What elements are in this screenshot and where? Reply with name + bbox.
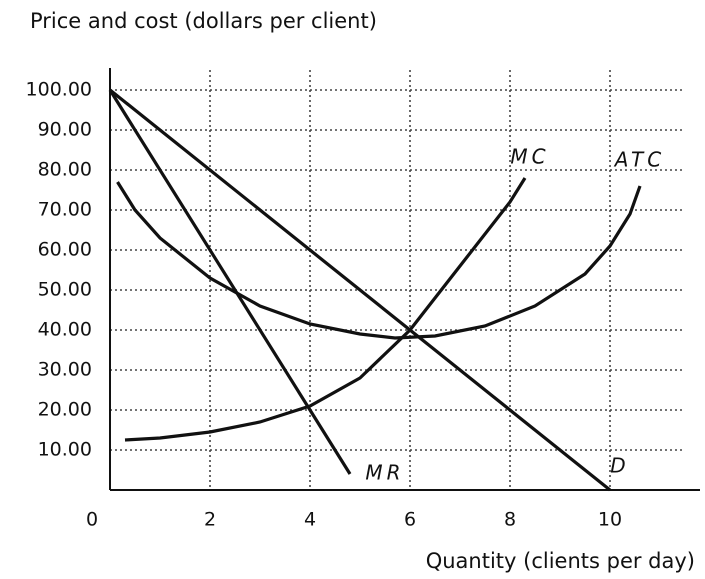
y-tick-label: 40.00 <box>38 319 92 341</box>
curve-label: MC <box>510 145 549 169</box>
y-tick-label: 100.00 <box>26 79 92 101</box>
curve-label: MR <box>365 461 404 485</box>
y-tick-label: 70.00 <box>38 199 92 221</box>
y-tick-label: 10.00 <box>38 439 92 461</box>
x-tick-label: 6 <box>404 509 416 531</box>
curve <box>124 177 527 442</box>
y-tick-label: 90.00 <box>38 119 92 141</box>
y-tick-label: 80.00 <box>38 159 92 181</box>
y-tick-label: 60.00 <box>38 239 92 261</box>
x-tick-label: 4 <box>304 509 316 531</box>
y-tick-label: 30.00 <box>38 359 92 381</box>
y-tick-label: 20.00 <box>38 399 92 421</box>
x-tick-label: 2 <box>204 509 216 531</box>
curve <box>108 89 352 475</box>
y-tick-label: 50.00 <box>38 279 92 301</box>
curve-label: D <box>610 454 629 478</box>
curve <box>109 88 611 492</box>
x-tick-label: 10 <box>598 509 622 531</box>
curve <box>116 181 642 340</box>
x-axis-title: Quantity (clients per day) <box>426 549 695 573</box>
y-axis-title: Price and cost (dollars per client) <box>30 9 377 33</box>
x-tick-label: 8 <box>504 509 516 531</box>
curve-label: ATC <box>613 148 665 172</box>
x-tick-label: 0 <box>86 509 98 531</box>
